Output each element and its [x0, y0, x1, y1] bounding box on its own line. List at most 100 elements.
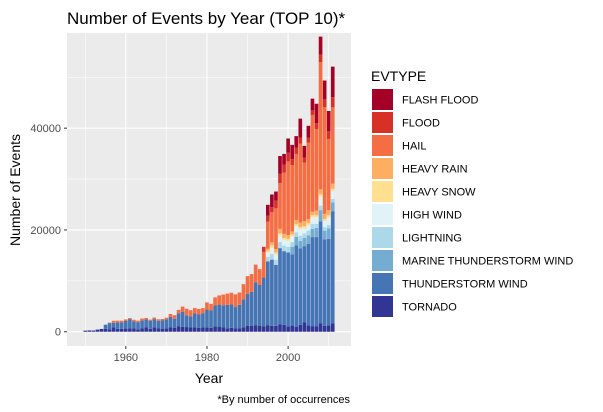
bar-segment — [298, 240, 303, 249]
bar-segment — [298, 227, 303, 230]
bar-segment — [318, 62, 323, 190]
bar-segment — [213, 305, 217, 327]
bar-segment — [286, 238, 290, 241]
bar-segment — [245, 276, 250, 294]
bar-segment — [270, 259, 274, 326]
bar-segment — [245, 325, 250, 332]
bar-segment — [278, 156, 282, 174]
bar-segment — [294, 220, 299, 225]
bar-segment — [253, 325, 258, 332]
bar-segment — [136, 329, 140, 332]
bar-segment — [124, 319, 128, 321]
bar-segment — [241, 299, 246, 328]
bar-segment — [278, 248, 282, 325]
bar-segment — [257, 325, 262, 332]
chart-caption: *By number of occurrences — [217, 394, 350, 406]
bar-segment — [184, 308, 189, 316]
bar-segment — [290, 144, 294, 160]
bar-segment — [282, 245, 286, 252]
bar-segment — [290, 254, 294, 326]
bar-segment — [330, 183, 335, 189]
bar-segment — [237, 328, 242, 332]
bar-segment — [245, 293, 250, 326]
legend-swatch — [372, 112, 393, 133]
bar-segment — [107, 329, 112, 332]
bar-segment — [302, 226, 307, 229]
bar-segment — [290, 165, 294, 232]
bar-segment — [294, 153, 299, 221]
bar-segment — [322, 221, 327, 228]
bar-segment — [310, 237, 315, 327]
bar-segment — [124, 320, 128, 329]
bar-segment — [290, 242, 294, 247]
bar-segment — [298, 118, 303, 138]
bar-segment — [326, 228, 331, 239]
bar-segment — [278, 324, 282, 332]
bar-segment — [310, 217, 315, 224]
bar-segment — [176, 313, 181, 327]
bar-segment — [314, 227, 319, 238]
legend-swatch — [372, 181, 393, 202]
bar-segment — [188, 310, 193, 317]
bar-segment — [201, 327, 205, 332]
bar-segment — [322, 227, 327, 231]
bar-segment — [306, 235, 311, 244]
bar-segment — [144, 327, 148, 332]
bar-segment — [326, 110, 331, 132]
bar-segment — [330, 202, 335, 212]
bar-segment — [306, 218, 311, 224]
bar-segment — [302, 145, 307, 158]
bar-segment — [270, 242, 274, 246]
bar-segment — [237, 292, 242, 305]
bar-segment — [322, 230, 327, 240]
bar-segment — [160, 328, 165, 332]
bar-segment — [111, 322, 116, 328]
bar-segment — [286, 152, 290, 162]
bar-segment — [274, 252, 278, 255]
bar-segment — [294, 326, 299, 332]
bar-segment — [330, 323, 335, 332]
bar-segment — [229, 304, 234, 328]
legend-swatch — [372, 273, 393, 294]
x-axis-label: Year — [195, 370, 224, 386]
bar-segment — [261, 326, 266, 332]
legend-swatch — [372, 296, 393, 317]
x-tick-label: 1980 — [195, 352, 219, 364]
bar-segment — [298, 229, 303, 236]
bar-segment — [115, 328, 120, 332]
bar-segment — [176, 309, 181, 314]
bar-segment — [124, 328, 128, 332]
bar-segment — [140, 328, 144, 332]
bar-segment — [290, 159, 294, 166]
bar-segment — [330, 198, 335, 203]
bar-segment — [266, 215, 270, 222]
bar-segment — [95, 329, 100, 332]
bar-segment — [111, 327, 116, 332]
bar-segment — [290, 231, 294, 235]
bar-segment — [180, 311, 185, 327]
bar-segment — [266, 204, 270, 216]
bar-segment — [172, 318, 177, 328]
bar-segment — [140, 318, 144, 321]
bar-segment — [184, 315, 189, 328]
y-axis-label: Number of Events — [7, 134, 23, 246]
bar-segment — [261, 277, 266, 327]
bar-segment — [168, 317, 173, 328]
bar-segment — [318, 194, 323, 197]
bar-segment — [286, 326, 290, 332]
bar-segment — [278, 235, 282, 243]
bar-segment — [294, 226, 299, 233]
bar-segment — [326, 224, 331, 229]
bar-segment — [274, 254, 278, 260]
bar-segment — [266, 248, 270, 251]
bar-segment — [209, 310, 213, 328]
bar-segment — [310, 211, 315, 216]
bar-segment — [282, 153, 286, 165]
bar-segment — [314, 129, 319, 211]
bar-segment — [278, 242, 282, 249]
bar-segment — [278, 228, 282, 234]
bar-segment — [115, 320, 120, 323]
bar-segment — [140, 320, 144, 329]
bar-segment — [286, 138, 290, 153]
bar-segment — [233, 307, 238, 329]
